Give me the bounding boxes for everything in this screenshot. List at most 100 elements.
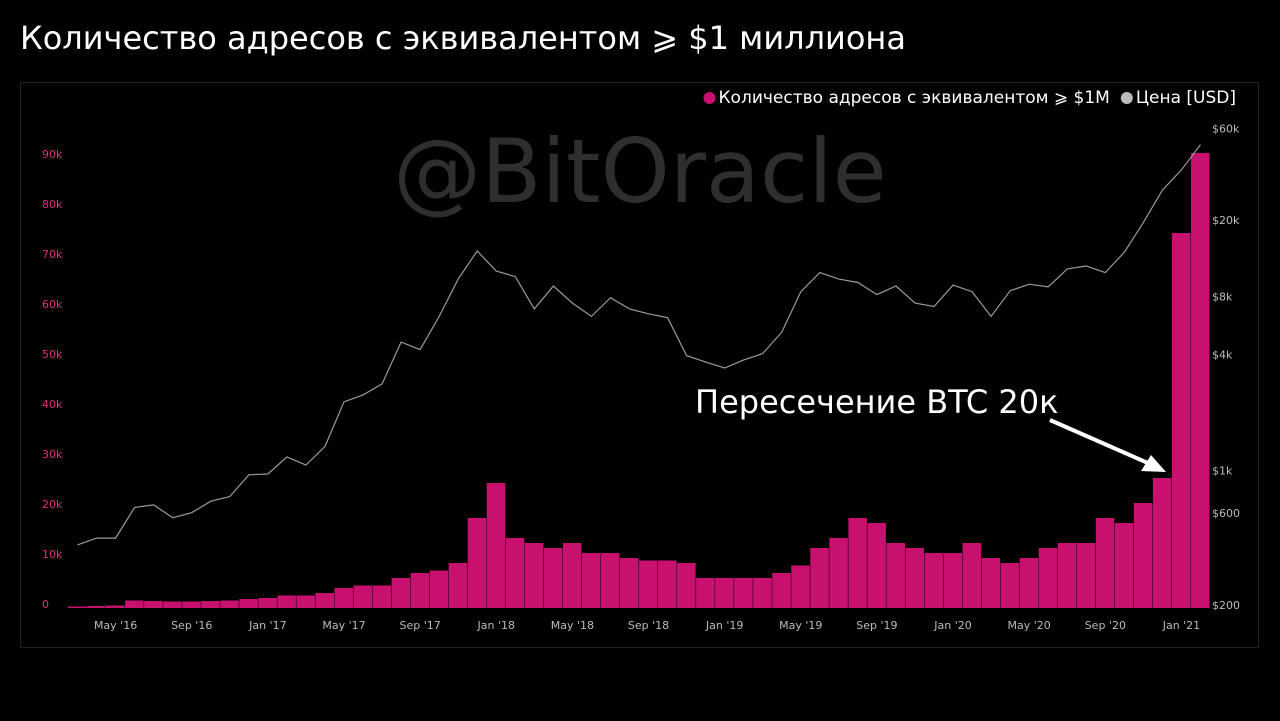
y-tick-label: 50k [42,348,63,361]
bar [239,599,258,608]
bar [391,578,411,608]
bar [715,578,734,608]
bar [220,600,239,608]
bar [924,553,944,608]
bar [962,543,982,608]
y-tick-label: 90k [42,148,63,161]
x-tick-label: May '17 [322,619,365,632]
x-tick-label: May '18 [551,619,594,632]
legend-label: Цена [USD] [1136,88,1236,108]
bar [886,543,905,608]
bar [867,523,886,608]
x-tick-label: Sep '20 [1085,619,1126,632]
y-tick-label: 30k [42,448,63,461]
y2-tick-label: $60k [1212,122,1240,135]
x-tick-label: Jan '17 [248,619,286,632]
bar [905,548,924,608]
chart-title: Количество адресов с эквивалентом ⩾ $1 м… [20,19,906,57]
bar [696,578,715,608]
bar [619,558,639,608]
bar [1133,503,1153,608]
bar [1152,478,1172,608]
y2-tick-label: $200 [1212,599,1240,612]
annotation: Пересечение BTC 20к [695,383,1058,421]
bar [600,553,620,608]
annotation-arrow [1049,418,1151,466]
bar [1190,153,1210,608]
panel [20,82,1259,648]
watermark: @BitOracle [393,120,887,223]
x-tick-label: May '19 [779,619,822,632]
bar [981,558,1001,608]
legend-marker [703,92,716,104]
x-tick-label: Jan '19 [705,619,743,632]
bar [1019,558,1039,608]
bar [429,570,449,608]
bar [772,573,791,608]
bar [562,543,582,608]
bar [1171,233,1191,608]
y-tick-label: 40k [42,398,63,411]
bar [734,578,753,608]
x-tick-label: Sep '18 [628,619,669,632]
bar [68,606,87,608]
x-tick-label: Sep '19 [856,619,897,632]
bar [581,553,601,608]
x-tick-label: May '16 [94,619,137,632]
bar [810,548,829,608]
y2-tick-label: $1k [1212,464,1233,477]
bar [315,593,334,608]
bar [182,601,201,608]
x-tick-label: Jan '21 [1162,619,1200,632]
bar [353,585,373,608]
y2-tick-label: $20k [1212,214,1240,227]
y-tick-label: 10k [42,548,63,561]
bar [543,548,563,608]
bar [848,518,867,608]
bar [144,601,163,608]
bar [125,600,144,608]
bar [677,563,696,608]
bar [1000,563,1020,608]
x-tick-label: Jan '18 [477,619,515,632]
bar [106,605,125,608]
bar [258,598,277,608]
y2-tick-label: $4k [1212,349,1233,362]
bar [448,563,468,608]
y2-tick-label: $8k [1212,291,1233,304]
x-tick-label: Jan '20 [933,619,971,632]
price-line [77,144,1201,546]
x-tick-label: Sep '16 [171,619,212,632]
bar [505,538,525,608]
bar [410,573,430,608]
bar [753,578,772,608]
y-tick-label: 80k [42,198,63,211]
legend-label: Количество адресов с эквивалентом ⩾ $1M [718,88,1109,108]
bar [201,601,220,608]
x-tick-label: May '20 [1008,619,1051,632]
bar [1095,518,1115,608]
bar [1114,523,1134,608]
y2-tick-label: $600 [1212,507,1240,520]
bar [1038,548,1058,608]
bar [639,560,658,608]
arrow-head [1141,455,1166,472]
y-tick-label: 20k [42,498,63,511]
bar [296,595,315,608]
bar [87,606,106,608]
y-tick-label: 70k [42,248,63,261]
bar [829,538,848,608]
bar [791,565,810,608]
bar [943,553,963,608]
bar [372,585,392,608]
bar [486,483,506,608]
bar [1076,543,1096,608]
bar [277,595,296,608]
bar [163,601,182,608]
bar [524,543,544,608]
bar [658,560,677,608]
bar [1057,543,1077,608]
bar [334,588,353,608]
